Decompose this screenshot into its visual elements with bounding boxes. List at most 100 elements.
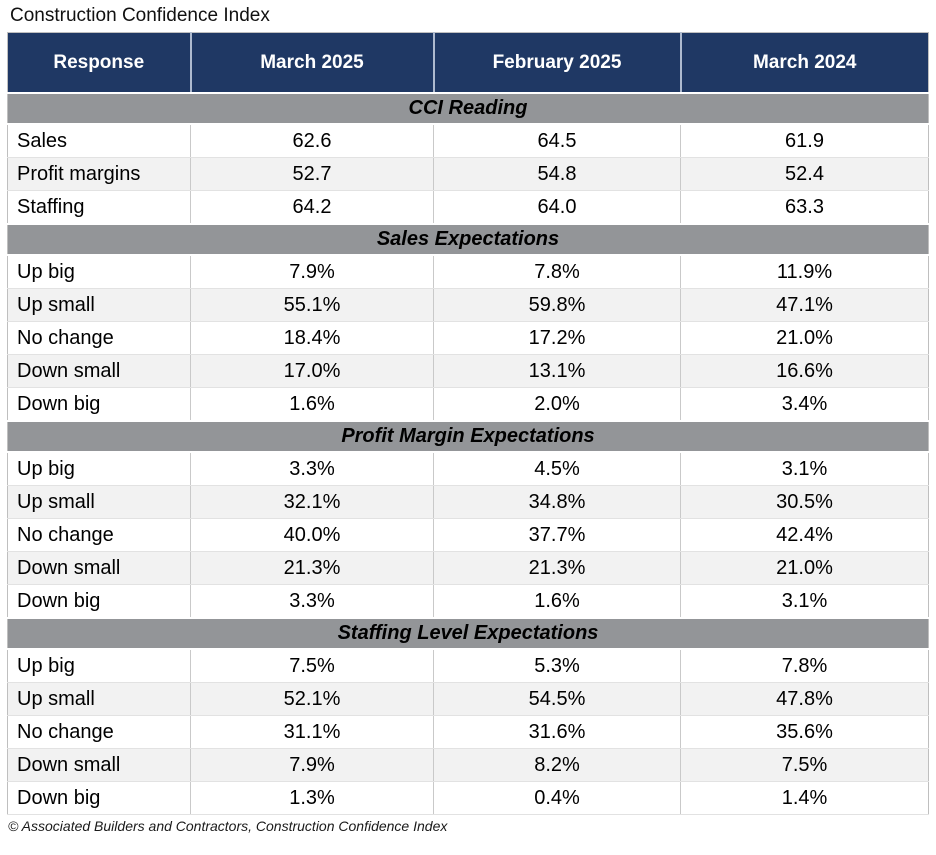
value-cell: 4.5% — [433, 452, 681, 486]
value-cell: 55.1% — [190, 288, 434, 322]
value-cell: 3.1% — [680, 584, 929, 619]
response-cell: Down small — [7, 748, 191, 782]
value-cell: 21.3% — [433, 551, 681, 585]
value-cell: 61.9 — [680, 124, 929, 158]
section-title: Profit Margin Expectations — [7, 420, 929, 453]
value-cell: 3.1% — [680, 452, 929, 486]
table-row: Sales 62.6 64.5 61.9 — [7, 124, 929, 158]
value-cell: 18.4% — [190, 321, 434, 355]
section-staffing-level-expectations: Staffing Level Expectations — [7, 617, 929, 650]
section-title: CCI Reading — [7, 92, 929, 125]
value-cell: 52.1% — [190, 682, 434, 716]
value-cell: 3.4% — [680, 387, 929, 422]
section-cci-reading-rows: Sales 62.6 64.5 61.9 Profit margins 52.7… — [7, 124, 929, 225]
table-row: Up big 7.5% 5.3% 7.8% — [7, 649, 929, 683]
table-row: No change 18.4% 17.2% 21.0% — [7, 321, 929, 355]
table-row: Up big 3.3% 4.5% 3.1% — [7, 452, 929, 486]
value-cell: 21.0% — [680, 321, 929, 355]
table-row: Up small 55.1% 59.8% 47.1% — [7, 288, 929, 322]
value-cell: 8.2% — [433, 748, 681, 782]
section-sales-expectations-rows: Up big 7.9% 7.8% 11.9% Up small 55.1% 59… — [7, 255, 929, 422]
table-row: No change 40.0% 37.7% 42.4% — [7, 518, 929, 552]
response-cell: No change — [7, 321, 191, 355]
response-cell: Up big — [7, 452, 191, 486]
value-cell: 47.8% — [680, 682, 929, 716]
cci-table: Response March 2025 February 2025 March … — [7, 32, 929, 815]
header-row: Response March 2025 February 2025 March … — [7, 32, 929, 94]
value-cell: 3.3% — [190, 452, 434, 486]
value-cell: 59.8% — [433, 288, 681, 322]
section-staffing-level-expectations-rows: Up big 7.5% 5.3% 7.8% Up small 52.1% 54.… — [7, 649, 929, 815]
value-cell: 34.8% — [433, 485, 681, 519]
table-row: Up small 32.1% 34.8% 30.5% — [7, 485, 929, 519]
response-cell: No change — [7, 518, 191, 552]
table-row: Up big 7.9% 7.8% 11.9% — [7, 255, 929, 289]
value-cell: 37.7% — [433, 518, 681, 552]
table-header: Response March 2025 February 2025 March … — [7, 32, 929, 94]
value-cell: 7.8% — [433, 255, 681, 289]
section-title: Staffing Level Expectations — [7, 617, 929, 650]
section-profit-margin-expectations-rows: Up big 3.3% 4.5% 3.1% Up small 32.1% 34.… — [7, 452, 929, 619]
response-cell: No change — [7, 715, 191, 749]
column-header-march-2025: March 2025 — [190, 32, 435, 94]
table-row: Down big 1.6% 2.0% 3.4% — [7, 387, 929, 422]
value-cell: 17.2% — [433, 321, 681, 355]
response-cell: Up big — [7, 255, 191, 289]
response-cell: Down big — [7, 584, 191, 619]
value-cell: 1.6% — [190, 387, 434, 422]
column-header-response: Response — [7, 32, 192, 94]
section-header-row: Staffing Level Expectations — [7, 617, 929, 650]
value-cell: 21.0% — [680, 551, 929, 585]
value-cell: 54.8 — [433, 157, 681, 191]
value-cell: 7.9% — [190, 748, 434, 782]
section-header-row: Profit Margin Expectations — [7, 420, 929, 453]
column-header-february-2025: February 2025 — [433, 32, 682, 94]
value-cell: 31.1% — [190, 715, 434, 749]
response-cell: Staffing — [7, 190, 191, 225]
table-row: Staffing 64.2 64.0 63.3 — [7, 190, 929, 225]
table-row: Down small 7.9% 8.2% 7.5% — [7, 748, 929, 782]
value-cell: 52.4 — [680, 157, 929, 191]
response-cell: Down big — [7, 781, 191, 815]
section-header-row: Sales Expectations — [7, 223, 929, 256]
section-title: Sales Expectations — [7, 223, 929, 256]
table-row: Profit margins 52.7 54.8 52.4 — [7, 157, 929, 191]
response-cell: Up small — [7, 682, 191, 716]
value-cell: 7.8% — [680, 649, 929, 683]
value-cell: 64.5 — [433, 124, 681, 158]
value-cell: 62.6 — [190, 124, 434, 158]
value-cell: 40.0% — [190, 518, 434, 552]
value-cell: 1.4% — [680, 781, 929, 815]
value-cell: 31.6% — [433, 715, 681, 749]
source-attribution: © Associated Builders and Contractors, C… — [8, 818, 448, 834]
value-cell: 3.3% — [190, 584, 434, 619]
value-cell: 21.3% — [190, 551, 434, 585]
value-cell: 1.3% — [190, 781, 434, 815]
response-cell: Up small — [7, 288, 191, 322]
table-row: Down small 17.0% 13.1% 16.6% — [7, 354, 929, 388]
value-cell: 7.5% — [680, 748, 929, 782]
value-cell: 64.2 — [190, 190, 434, 225]
section-profit-margin-expectations: Profit Margin Expectations — [7, 420, 929, 453]
response-cell: Sales — [7, 124, 191, 158]
value-cell: 0.4% — [433, 781, 681, 815]
table-row: Down big 1.3% 0.4% 1.4% — [7, 781, 929, 815]
value-cell: 5.3% — [433, 649, 681, 683]
value-cell: 32.1% — [190, 485, 434, 519]
page-title: Construction Confidence Index — [10, 5, 270, 26]
value-cell: 52.7 — [190, 157, 434, 191]
value-cell: 13.1% — [433, 354, 681, 388]
response-cell: Down small — [7, 551, 191, 585]
section-cci-reading: CCI Reading — [7, 92, 929, 125]
table-row: Up small 52.1% 54.5% 47.8% — [7, 682, 929, 716]
value-cell: 17.0% — [190, 354, 434, 388]
value-cell: 7.9% — [190, 255, 434, 289]
value-cell: 30.5% — [680, 485, 929, 519]
value-cell: 47.1% — [680, 288, 929, 322]
section-sales-expectations: Sales Expectations — [7, 223, 929, 256]
response-cell: Down big — [7, 387, 191, 422]
value-cell: 11.9% — [680, 255, 929, 289]
response-cell: Up big — [7, 649, 191, 683]
value-cell: 63.3 — [680, 190, 929, 225]
